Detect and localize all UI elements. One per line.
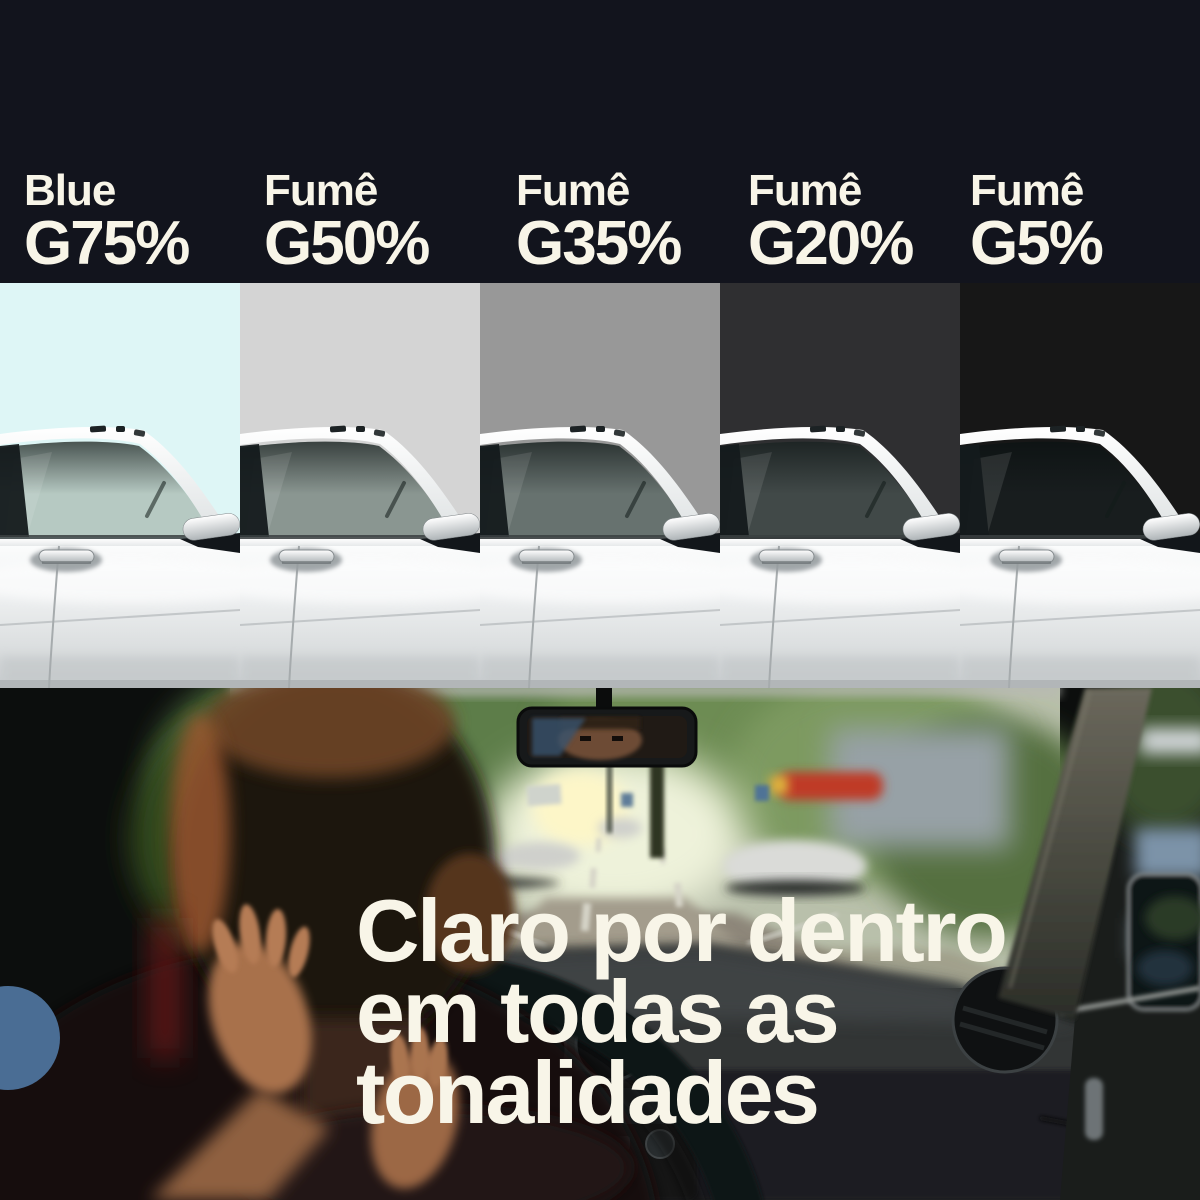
tint-name: Fumê	[516, 166, 630, 215]
caption-line-2: em todas as	[356, 962, 840, 1061]
caption-line-3: tonalidades	[356, 1043, 820, 1142]
tint-code: G50%	[264, 209, 430, 278]
tint-label-fume-g20: Fumê G20%	[748, 166, 914, 278]
street-sign	[621, 793, 633, 807]
left-hand-fingers	[212, 904, 310, 978]
tint-code: G5%	[970, 209, 1104, 278]
tint-label-fume-g35: Fumê G35%	[516, 166, 682, 278]
tree-trunk	[650, 758, 664, 858]
tint-label-fume-g50: Fumê G50%	[264, 166, 430, 278]
tint-name: Fumê	[748, 166, 862, 215]
car-door-graphic	[240, 283, 480, 688]
mirror-reflection-face	[558, 720, 642, 760]
tint-label-fume-g5: Fumê G5%	[970, 166, 1104, 278]
interior-photo	[0, 688, 1200, 1200]
driver-silhouette	[0, 688, 656, 1200]
right-hand-fingers	[390, 1027, 448, 1087]
a-pillar	[998, 688, 1152, 1020]
car-door-graphic	[480, 283, 720, 688]
tint-panel-g5	[960, 283, 1200, 688]
tint-panel-g20	[720, 283, 960, 688]
caption-line-1: Claro por dentro	[356, 881, 1008, 980]
tint-label-blue-g75: Blue G75%	[24, 166, 190, 278]
right-side	[998, 688, 1200, 1200]
billboard	[526, 783, 562, 807]
tint-name: Blue	[24, 166, 116, 215]
tint-swatch-row	[0, 283, 1200, 688]
moving-car	[723, 840, 867, 892]
car-door-graphic	[0, 283, 240, 688]
tint-panel-g35	[480, 283, 720, 688]
tint-code: G75%	[24, 209, 190, 278]
tint-name: Fumê	[264, 166, 378, 215]
door-pull-handle	[1085, 1078, 1103, 1140]
red-awning	[778, 772, 883, 800]
tint-name: Fumê	[970, 166, 1084, 215]
rearview-mirror	[516, 688, 698, 768]
car-door-graphic	[720, 283, 960, 688]
tint-panel-g75	[0, 283, 240, 688]
caption: Claro por dentro em todas as tonalidades	[356, 881, 1008, 1142]
tint-code: G35%	[516, 209, 682, 278]
tint-panel-g50	[240, 283, 480, 688]
driver-hands	[150, 904, 460, 1200]
interior-photo-section: Claro por dentro em todas as tonalidades	[0, 688, 1200, 1200]
tint-code: G20%	[748, 209, 914, 278]
tint-header: Blue G75% Fumê G50% Fumê G35% Fumê G20% …	[0, 0, 1200, 283]
car-door-graphic	[960, 283, 1200, 688]
blue-accent-circle	[0, 986, 60, 1090]
